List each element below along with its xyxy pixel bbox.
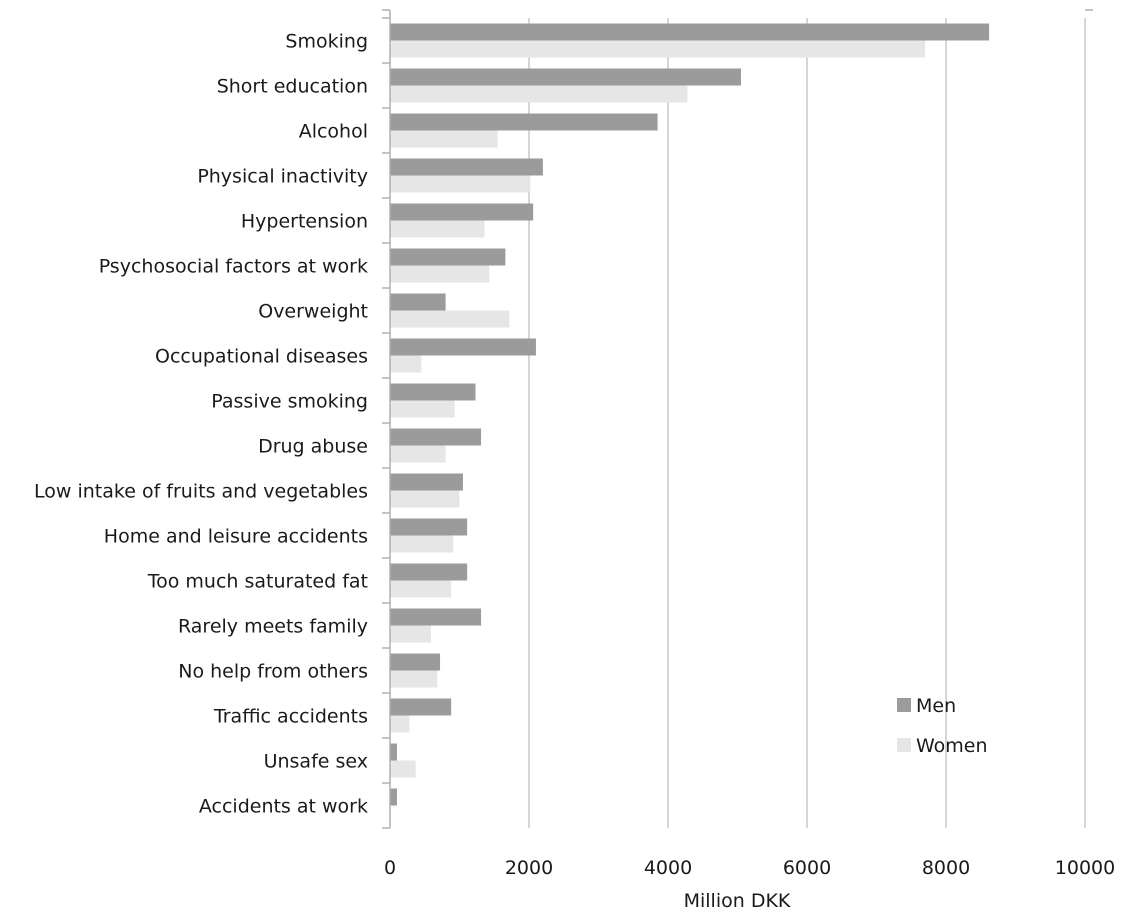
category-label: Overweight (258, 301, 368, 323)
x-tick-label: 0 (384, 857, 396, 879)
bar-men-overweight (390, 293, 446, 311)
bar-women-physical-inactivity (390, 175, 531, 193)
bar-women-passive-smoking (390, 400, 455, 418)
category-label: Smoking (285, 31, 368, 53)
bar-women-unsafe-sex (390, 760, 416, 778)
category-label: Psychosocial factors at work (99, 256, 368, 278)
category-label: No help from others (178, 661, 368, 683)
bar-men-psychosocial-factors-at-work (390, 248, 506, 266)
bar-men-short-education (390, 68, 741, 86)
bar-women-short-education (390, 85, 688, 103)
category-label: Home and leisure accidents (104, 526, 368, 548)
category-label: Passive smoking (211, 391, 368, 413)
x-tick-label: 2000 (505, 857, 553, 879)
bar-women-no-help-from-others (390, 670, 438, 688)
category-label: Hypertension (241, 211, 368, 233)
x-axis-title: Million DKK (684, 890, 791, 912)
category-label: Occupational diseases (155, 346, 368, 368)
legend-label-women: Women (916, 735, 988, 757)
x-tick-label: 6000 (783, 857, 831, 879)
bar-women-traffic-accidents (390, 715, 410, 733)
x-tick-label: 4000 (644, 857, 692, 879)
category-label: Unsafe sex (264, 751, 368, 773)
legend-swatch-men (897, 698, 911, 712)
bar-men-too-much-saturated-fat (390, 563, 468, 581)
bar-men-traffic-accidents (390, 698, 452, 716)
bar-women-too-much-saturated-fat (390, 580, 452, 598)
bar-women-overweight (390, 310, 510, 328)
legend-label-men: Men (916, 695, 956, 717)
category-label: Rarely meets family (178, 616, 368, 638)
bar-women-occupational-diseases (390, 355, 422, 373)
x-tick-labels: 0 2000 4000 6000 8000 10000 (384, 857, 1115, 879)
x-tick-label: 8000 (922, 857, 970, 879)
bar-men-passive-smoking (390, 383, 476, 401)
category-labels: Smoking Short education Alcohol Physical in… (34, 31, 368, 818)
axes (382, 9, 1093, 829)
bar-men-unsafe-sex (390, 743, 397, 761)
bar-men-rarely-meets-family (390, 608, 482, 626)
bar-men-physical-inactivity (390, 158, 543, 176)
bars (390, 23, 990, 806)
category-label: Traffic accidents (213, 706, 368, 728)
category-label: Drug abuse (258, 436, 368, 458)
bar-women-alcohol (390, 130, 498, 148)
category-label: Low intake of fruits and vegetables (34, 481, 368, 503)
legend-swatch-women (897, 738, 911, 752)
gridlines (528, 18, 1086, 828)
bar-men-low-intake-of-fruits-and-vegetables (390, 473, 463, 491)
bar-women-smoking (390, 40, 926, 58)
category-label: Too much saturated fat (147, 571, 368, 593)
bar-men-alcohol (390, 113, 658, 131)
bar-men-occupational-diseases (390, 338, 536, 356)
bar-men-smoking (390, 23, 990, 41)
category-label: Accidents at work (199, 796, 368, 818)
bar-men-no-help-from-others (390, 653, 441, 671)
bar-women-drug-abuse (390, 445, 446, 463)
bar-men-hypertension (390, 203, 534, 221)
bar-men-home-and-leisure-accidents (390, 518, 468, 536)
bar-men-drug-abuse (390, 428, 482, 446)
category-label: Alcohol (299, 121, 368, 143)
legend: Men Women (897, 695, 988, 757)
bar-women-home-and-leisure-accidents (390, 535, 454, 553)
bar-men-accidents-at-work (390, 788, 397, 806)
bar-women-hypertension (390, 220, 485, 238)
bar-women-low-intake-of-fruits-and-vegetables (390, 490, 460, 508)
x-tick-label: 10000 (1055, 857, 1115, 879)
category-label: Short education (217, 76, 368, 98)
bar-women-psychosocial-factors-at-work (390, 265, 490, 283)
bar-women-rarely-meets-family (390, 625, 432, 643)
category-label: Physical inactivity (197, 166, 368, 188)
